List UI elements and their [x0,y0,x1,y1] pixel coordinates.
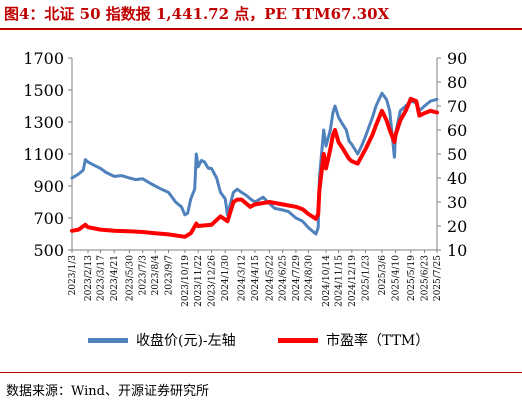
x-tick-label: 2024/3/12 [238,255,248,301]
x-tick-label: 2024/12/19 [348,255,358,307]
data-source: 数据来源：Wind、开源证券研究所 [6,384,209,399]
y-right-tick-label: 40 [447,169,467,188]
x-tick-label: 2025/6/23 [420,255,430,301]
x-tick-label: 2024/7/29 [292,255,302,301]
x-tick-label: 2025/4/10 [392,255,402,301]
y-left-tick-label: 1700 [23,49,64,68]
x-tick-label: 2025/7/25 [433,255,443,301]
y-left-tick-label: 1100 [23,145,64,164]
y-right-tick-label: 90 [447,49,467,68]
title-divider [0,28,522,30]
x-tick-label: 2023/10/19 [181,255,191,307]
x-tick-label: 2024/1/30 [221,255,231,301]
x-tick-label: 2024/5/22 [265,255,275,301]
chart-title: 图4：北证 50 指数报 1,441.72 点，PE TTM67.30X [4,5,390,23]
series-line-index [70,91,439,236]
y-right-tick-label: 70 [447,97,467,116]
y-left-tick-label: 900 [33,177,64,196]
x-tick-label: 2024/8/30 [304,255,314,301]
x-tick-label: 2023/9/7 [165,255,175,296]
x-tick-label: 2024/6/25 [279,255,289,301]
x-tick-label: 2025/1/23 [361,255,371,301]
chart-canvas: 500 700 900 1100 1300 1500 1700 10 20 30 40 50 60 70 8… [23,49,467,307]
x-tick-label: 2023/4/21 [110,255,120,301]
y-left-tick-label: 500 [33,241,64,260]
y-right-tick-label: 10 [447,241,467,260]
y-right-tick-label: 20 [447,217,467,236]
legend-swatch-index [88,337,128,343]
y-right-tick-label: 80 [447,73,467,92]
x-tick-label: 2023/12/26 [208,255,218,307]
legend-item-index: 收盘价(元)-左轴 [88,330,236,350]
x-tick-label: 2023/5/30 [125,255,135,301]
x-tick-label: 2023/7/3 [139,255,149,296]
y-right-tick-label: 60 [447,121,467,140]
x-tick-label: 2023/1/3 [68,255,78,296]
x-tick-label: 2025/3/6 [378,255,388,296]
x-tick-label: 2024/4/15 [251,255,261,301]
legend-swatch-pe [278,337,318,343]
y-left-tick-label: 700 [33,209,64,228]
x-tick-label: 2023/3/17 [97,255,107,301]
legend-label-index: 收盘价(元)-左轴 [136,333,236,349]
x-tick-label: 2023/11/22 [194,255,204,307]
x-tick-label: 2023/8/4 [151,255,161,296]
series-line-pe [70,96,439,239]
x-tick-label: 2025/5/19 [407,255,417,301]
legend-label-pe: 市盈率（TTM） [326,333,430,349]
x-tick-label: 2024/10/14 [322,255,332,307]
x-tick-label: 2023/2/13 [84,255,94,301]
chart-legend: 收盘价(元)-左轴 市盈率（TTM） [0,330,522,352]
y-left-tick-label: 1500 [23,81,64,100]
legend-item-pe: 市盈率（TTM） [278,330,429,350]
x-tick-label: 2024/11/15 [335,255,345,307]
y-left-tick-label: 1300 [23,113,64,132]
footer-divider [0,372,522,373]
y-right-tick-label: 30 [447,193,467,212]
y-right-tick-label: 50 [447,145,467,164]
